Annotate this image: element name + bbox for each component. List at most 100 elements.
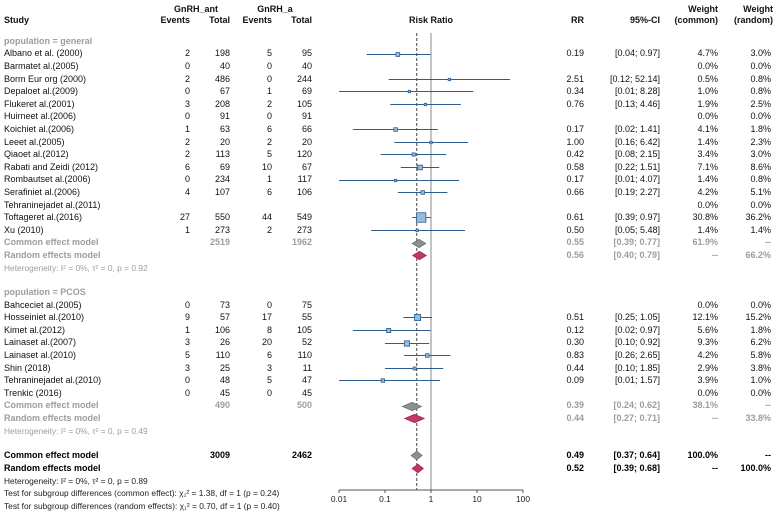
- col-total-treatment: Total: [209, 15, 230, 25]
- study-name: Xu (2010): [4, 224, 44, 235]
- ci-value: [0.02; 0.97]: [614, 324, 660, 335]
- col-weight-random-bottom: (random): [734, 15, 773, 25]
- col-weight-random-top: Weight: [743, 4, 773, 14]
- col-ci: 95%-CI: [629, 15, 660, 25]
- ci-value: [0.13; 4.46]: [614, 98, 660, 109]
- events-treatment: 27: [179, 212, 190, 223]
- total-treatment: 20: [219, 136, 230, 147]
- total-control: 120: [296, 149, 312, 160]
- study-row: Kimet al.(2012) 1 106 8 105 0.12 [0.02; 0.97] 5…: [0, 324, 777, 337]
- total-treatment: 107: [214, 186, 230, 197]
- study-row: Albano et al. (2000) 2 198 5 95 0.19 [0.04; 0.…: [0, 48, 777, 61]
- weight-common: 0.0%: [697, 199, 718, 210]
- events-control: 20: [261, 337, 272, 348]
- total-treatment: 67: [219, 86, 230, 97]
- table-header-bottom: Study Events Total Events Total Risk Rat…: [0, 14, 777, 25]
- events-control: 2: [266, 224, 272, 235]
- total-control: 2462: [291, 450, 312, 461]
- events-control: 6: [266, 350, 272, 361]
- study-name: Huirneet al.(2006): [4, 111, 77, 122]
- total-control: 91: [301, 111, 312, 122]
- events-treatment: 5: [184, 350, 190, 361]
- study-row: Serafiniet al.(2006) 4 107 6 106 0.66 [0.19; 2…: [0, 186, 777, 199]
- subgroup-test-row: Test for subgroup differences (common ef…: [0, 487, 777, 500]
- weight-random: 5.8%: [750, 350, 771, 361]
- rr-value: 0.52: [566, 462, 584, 473]
- total-treatment: 234: [214, 174, 230, 185]
- total-control: 75: [301, 299, 312, 310]
- study-row: Depaloet al.(2009) 0 67 1 69 0.34 [0.01; 8.28]…: [0, 85, 777, 98]
- subgroup-common-model-row: Common effect model 2519 1962 0.55 [0.39; 0.…: [0, 237, 777, 250]
- study-name: Leeet al.(2005): [4, 136, 65, 147]
- total-control: 66: [301, 123, 312, 134]
- weight-random: 0.8%: [750, 174, 771, 185]
- subgroup-random-model-row: Random effects model 0.44 [0.27; 0.71] -- 33…: [0, 412, 777, 425]
- weight-random: 15.2%: [745, 312, 771, 323]
- events-control: 0: [266, 73, 272, 84]
- weight-common: 30.8%: [692, 212, 718, 223]
- study-name: Koichiet al.(2006): [4, 123, 75, 134]
- overall-random-model-row: Random effects model 0.52 [0.39; 0.68] -- 10…: [0, 462, 777, 475]
- weight-random: 5.1%: [750, 186, 771, 197]
- total-treatment: 40: [219, 60, 230, 71]
- events-control: 10: [261, 161, 272, 172]
- rr-value: 0.42: [566, 149, 584, 160]
- ci-value: [0.24; 0.62]: [613, 400, 660, 411]
- study-row: Barmatet al.(2005) 0 40 0 40 0.0% 0.0%: [0, 60, 777, 73]
- study-row: Borm Eur org (2000) 2 486 0 244 2.51 [0.12; 52…: [0, 73, 777, 86]
- study-row: Trenkic (2016) 0 45 0 45 0.0% 0.0%: [0, 387, 777, 400]
- total-treatment: 198: [214, 48, 230, 59]
- total-treatment: 208: [214, 98, 230, 109]
- ci-value: [0.01; 1.57]: [614, 375, 660, 386]
- ci-value: [0.01; 4.07]: [614, 174, 660, 185]
- events-treatment: 2: [184, 73, 190, 84]
- weight-common: 4.1%: [697, 123, 718, 134]
- study-name: Depaloet al.(2009): [4, 86, 79, 97]
- events-control: 0: [266, 111, 272, 122]
- col-rr: RR: [571, 15, 584, 25]
- rr-value: 0.66: [566, 186, 584, 197]
- weight-random: 1.8%: [750, 123, 771, 134]
- section-gap: [0, 274, 777, 286]
- heterogeneity-row: Heterogeneity: I² = 0%, τ² = 0, p = 0.49: [0, 425, 777, 438]
- weight-random: 1.8%: [750, 324, 771, 335]
- ci-value: [0.10; 1.85]: [614, 362, 660, 373]
- events-control: 2: [266, 98, 272, 109]
- total-control: 105: [296, 98, 312, 109]
- events-treatment: 2: [184, 48, 190, 59]
- rr-value: 0.76: [566, 98, 584, 109]
- weight-common: 5.6%: [697, 324, 718, 335]
- total-control: 20: [301, 136, 312, 147]
- total-control: 549: [296, 212, 312, 223]
- subgroup-common-model-row: Common effect model 490 500 0.39 [0.24; 0.62…: [0, 400, 777, 413]
- total-control: 106: [296, 186, 312, 197]
- events-treatment: 3: [184, 337, 190, 348]
- weight-random: 3.0%: [750, 149, 771, 160]
- events-control: 0: [266, 299, 272, 310]
- weight-common: 0.5%: [697, 73, 718, 84]
- weight-random: --: [765, 400, 771, 411]
- heterogeneity-text: Heterogeneity: I² = 0%, τ² = 0, p = 0.49: [4, 425, 148, 436]
- events-treatment: 0: [184, 86, 190, 97]
- rr-value: 0.17: [566, 174, 584, 185]
- ci-value: [0.39; 0.97]: [614, 212, 660, 223]
- weight-random: 1.0%: [750, 375, 771, 386]
- weight-common: 100.0%: [687, 450, 718, 461]
- col-events-control: Events: [242, 15, 272, 25]
- weight-common: 4.2%: [697, 350, 718, 361]
- weight-random: 0.0%: [750, 199, 771, 210]
- study-name: Rombautset al.(2006): [4, 174, 91, 185]
- subgroup-test-row: Test for subgroup differences (random ef…: [0, 500, 777, 513]
- subgroup-test-text: Test for subgroup differences (random ef…: [4, 500, 280, 511]
- events-treatment: 4: [184, 186, 190, 197]
- rr-value: 0.55: [566, 237, 584, 248]
- rr-value: 0.17: [566, 123, 584, 134]
- total-control: 105: [296, 324, 312, 335]
- rr-value: 1.00: [566, 136, 584, 147]
- total-treatment: 91: [219, 111, 230, 122]
- total-control: 11: [302, 362, 312, 373]
- events-treatment: 0: [184, 387, 190, 398]
- ci-value: [0.25; 1.05]: [614, 312, 660, 323]
- rr-value: 0.44: [566, 413, 584, 424]
